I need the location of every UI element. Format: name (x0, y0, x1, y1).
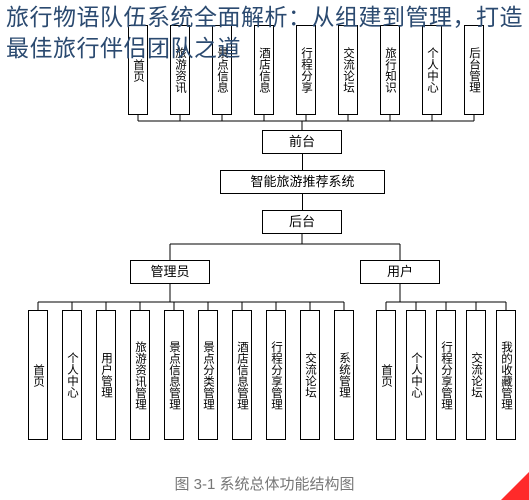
row1-0: 首页 (128, 25, 148, 115)
system-box: 智能旅游推荐系统 (220, 170, 385, 194)
admin-child-1: 个人中心 (62, 310, 82, 440)
figure-caption: 图 3-1 系统总体功能结构图 (0, 473, 529, 494)
row1-7: 个人中心 (422, 25, 442, 115)
user-box: 用户 (360, 260, 440, 284)
user-child-4: 我的收藏管理 (496, 310, 516, 440)
admin-box: 管理员 (130, 260, 210, 284)
admin-child-4: 景点信息管理 (164, 310, 184, 440)
user-child-3: 交流论坛 (466, 310, 486, 440)
row1-2: 景点信息 (212, 25, 232, 115)
row1-4: 行程分享 (296, 25, 316, 115)
admin-child-6: 酒店信息管理 (232, 310, 252, 440)
user-child-0: 首页 (376, 310, 396, 440)
row1-3: 酒店信息 (254, 25, 274, 115)
admin-child-7: 行程分享管理 (266, 310, 286, 440)
row1-1: 旅游资讯 (170, 25, 190, 115)
backend-box: 后台 (262, 210, 342, 234)
user-child-2: 行程分享管理 (436, 310, 456, 440)
user-child-1: 个人中心 (406, 310, 426, 440)
row1-5: 交流论坛 (338, 25, 358, 115)
admin-child-3: 旅游资讯管理 (130, 310, 150, 440)
frontend-box: 前台 (262, 130, 342, 154)
admin-child-0: 首页 (28, 310, 48, 440)
admin-child-9: 系统管理 (334, 310, 354, 440)
row1-6: 旅行知识 (380, 25, 400, 115)
admin-child-5: 景点分类管理 (198, 310, 218, 440)
row1-8: 后台管理 (464, 25, 484, 115)
admin-child-8: 交流论坛 (300, 310, 320, 440)
admin-child-2: 用户管理 (96, 310, 116, 440)
